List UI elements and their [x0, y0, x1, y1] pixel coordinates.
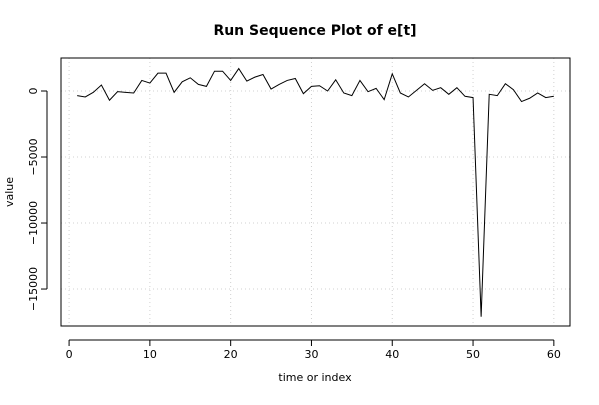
x-tick-label: 60 — [547, 348, 561, 361]
chart-title: Run Sequence Plot of e[t] — [213, 23, 416, 39]
axes: 0 10 20 30 40 50 60 0 −5000 −10000 −15000 — [27, 88, 561, 361]
series-layer — [77, 67, 554, 317]
x-axis-label: time or index — [278, 371, 352, 384]
y-tick-label: −5000 — [27, 138, 40, 175]
x-tick-label: 50 — [466, 348, 480, 361]
y-tick-label: 0 — [27, 88, 40, 95]
x-tick-label: 10 — [143, 348, 157, 361]
y-tick-label: −15000 — [27, 267, 40, 311]
y-tick-label: −10000 — [27, 201, 40, 245]
grid — [61, 58, 570, 326]
series-line — [77, 67, 554, 317]
plot-frame — [60, 57, 571, 327]
x-tick-label: 30 — [304, 348, 318, 361]
y-axis-label: value — [3, 177, 16, 207]
x-tick-label: 0 — [66, 348, 73, 361]
x-tick-label: 20 — [224, 348, 238, 361]
x-tick-label: 40 — [385, 348, 399, 361]
